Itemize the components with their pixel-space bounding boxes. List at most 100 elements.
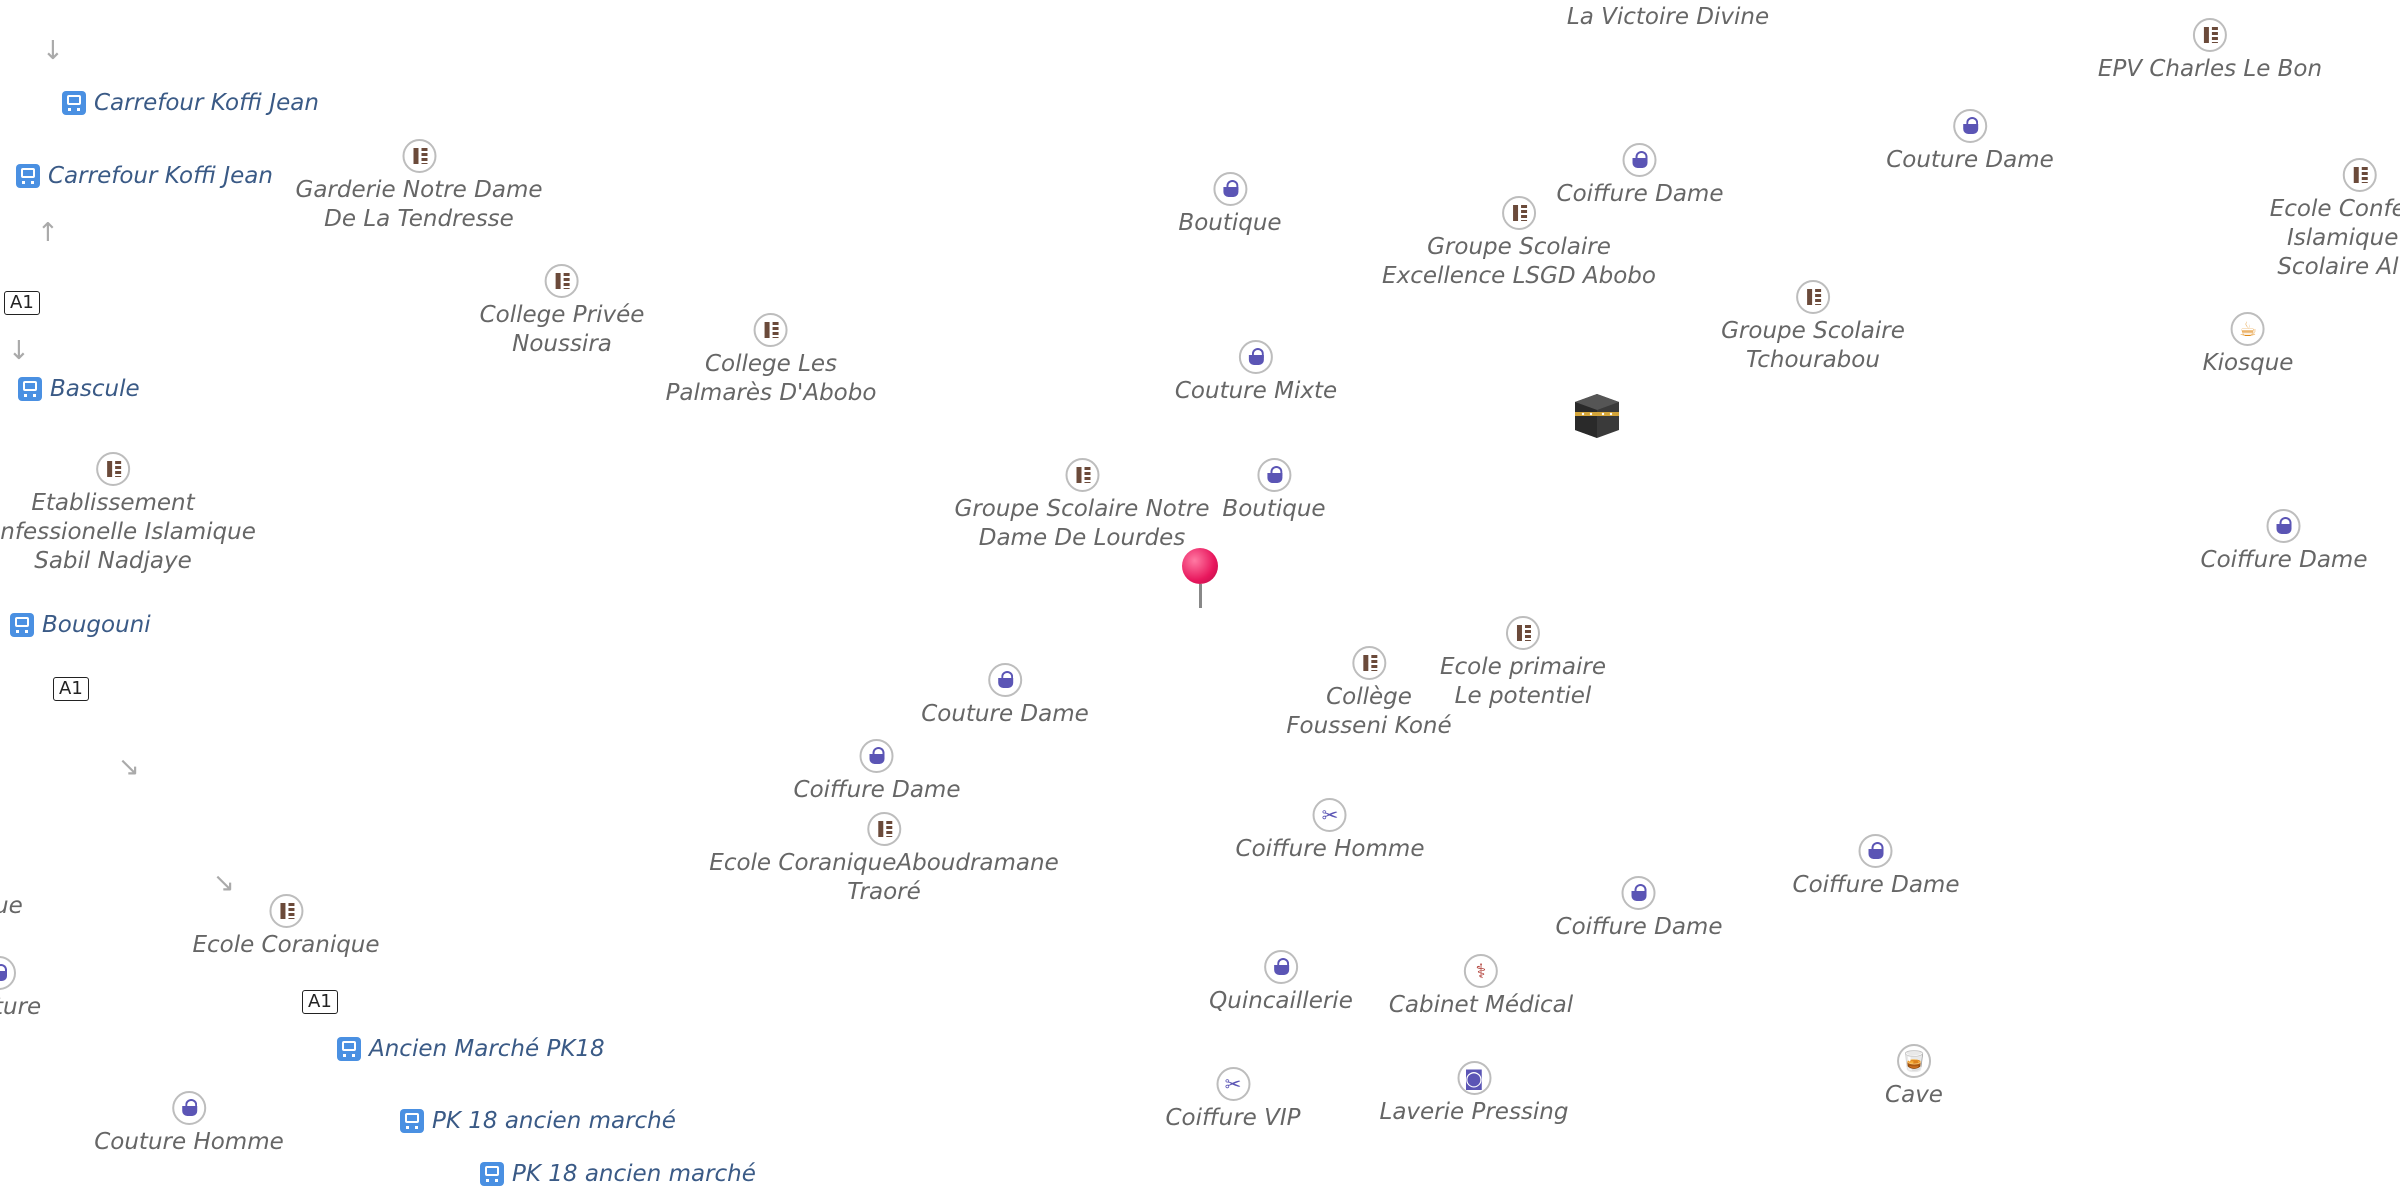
poi-label: Ecole Coranique <box>192 932 380 958</box>
poi-coiffure-dame-2[interactable]: Coiffure Dame <box>2200 509 2368 575</box>
poi-boutique[interactable]: Boutique <box>1178 172 1282 238</box>
bus-stop-label: PK 18 ancien marché <box>432 1108 676 1134</box>
road-shield: A1 <box>302 990 338 1014</box>
bus-stop-label: Carrefour Koffi Jean <box>48 163 273 189</box>
poi-label: Cave <box>1885 1082 1943 1108</box>
poi-label: Couture Dame <box>1886 147 2054 173</box>
poi-label: Groupe Scolaire Notre Dame De Lourdes <box>954 496 1210 551</box>
scissors-icon: ✂ <box>1312 798 1347 832</box>
poi-couture-homme[interactable]: Couture Homme <box>94 1091 284 1157</box>
bus-stop-label: Carrefour Koffi Jean <box>94 90 319 116</box>
poi-label: Boutique <box>1178 210 1282 236</box>
direction-arrow-icon: ↓ <box>8 336 30 366</box>
poi-label: Groupe Scolaire Tchourabou <box>1721 318 1905 373</box>
poi-label: Ecole primaire Le potentiel <box>1439 654 1607 709</box>
school-icon <box>95 452 130 486</box>
drink-icon: 🥃 <box>1896 1044 1931 1078</box>
poi-label: College Privée Noussira <box>479 302 645 357</box>
bus-stop[interactable]: Bougouni <box>10 612 151 638</box>
poi-quincaillerie[interactable]: Quincaillerie <box>1209 950 1353 1016</box>
poi-ecole-confessionnelle[interactable]: Ecole Confessio Islamique Gr Scolaire Al… <box>2270 158 2400 282</box>
poi-groupe-scolaire-notre-dame[interactable]: Groupe Scolaire Notre Dame De Lourdes <box>955 458 1210 553</box>
poi-label: La Victoire Divine <box>1566 4 1770 30</box>
poi-college-privee-noussira[interactable]: College Privée Noussira <box>479 264 645 359</box>
poi-label: Cabinet Médical <box>1388 992 1574 1018</box>
bus-icon <box>337 1037 361 1061</box>
scissors-icon: ✂ <box>1215 1067 1250 1101</box>
school-icon <box>268 894 303 928</box>
school-icon <box>1501 196 1536 230</box>
shop-icon <box>2266 509 2301 543</box>
poi-ecole-primaire-le-potentiel[interactable]: Ecole primaire Le potentiel <box>1440 616 1606 711</box>
stethoscope-icon: ⚕ <box>1463 954 1498 988</box>
poi-groupe-scolaire-tchourabou[interactable]: Groupe Scolaire Tchourabou <box>1721 280 1905 375</box>
location-pin-icon[interactable] <box>1182 548 1218 608</box>
poi-couture-mixte[interactable]: Couture Mixte <box>1175 340 1337 406</box>
school-icon <box>1352 646 1386 680</box>
poi-couture-dame[interactable]: Couture Dame <box>1886 109 2054 175</box>
poi-label: Coiffure Dame <box>1556 181 1724 207</box>
bus-icon <box>400 1109 424 1133</box>
poi-coiffure-dame-4[interactable]: Coiffure Dame <box>1792 834 1960 900</box>
poi-coiffure-vip[interactable]: ✂ Coiffure VIP <box>1165 1067 1301 1133</box>
cafe-icon: ☕ <box>2230 312 2265 346</box>
shop-icon <box>0 956 16 990</box>
bus-stop[interactable]: Bascule <box>18 376 140 402</box>
poi-partial-couture[interactable]: ture <box>0 956 41 1022</box>
shop-icon <box>1264 950 1298 984</box>
poi-college-fousseni-kone[interactable]: Collège Fousseni Koné <box>1286 646 1452 741</box>
poi-la-victoire-divine[interactable]: La Victoire Divine <box>1567 0 1769 32</box>
poi-partial-left[interactable]: ue <box>0 889 23 921</box>
poi-boutique-2[interactable]: Boutique <box>1222 458 1326 524</box>
poi-epv-charles-le-bon[interactable]: EPV Charles Le Bon <box>2098 18 2322 84</box>
school-icon <box>401 139 436 173</box>
poi-laverie-pressing[interactable]: ◙ Laverie Pressing <box>1380 1061 1569 1127</box>
shop-icon <box>859 739 894 773</box>
poi-coiffure-dame-5[interactable]: Coiffure Dame <box>1555 876 1723 942</box>
poi-label: Etablissement Confessionelle Islamique S… <box>0 490 256 574</box>
poi-label: Coiffure Homme <box>1235 836 1425 862</box>
poi-coiffure-dame[interactable]: Coiffure Dame <box>1556 143 1724 209</box>
poi-couture-dame-2[interactable]: Couture Dame <box>921 663 1089 729</box>
poi-groupe-scolaire-excellence[interactable]: Groupe Scolaire Excellence LSGD Abobo <box>1382 196 1656 291</box>
poi-label: Coiffure Dame <box>793 777 961 803</box>
poi-coiffure-homme[interactable]: ✂ Coiffure Homme <box>1235 798 1425 864</box>
poi-ecole-coranique-aboudramane[interactable]: Ecole CoraniqueAboudramane Traoré <box>709 812 1059 907</box>
poi-label: EPV Charles Le Bon <box>2097 56 2323 82</box>
bus-stop[interactable]: Ancien Marché PK18 <box>337 1036 605 1062</box>
laundry-icon: ◙ <box>1457 1061 1491 1095</box>
poi-label: Couture Dame <box>921 701 1089 727</box>
road-shield: A1 <box>4 291 40 315</box>
poi-college-les-palmares[interactable]: College Les Palmarès D'Abobo <box>666 313 876 408</box>
poi-label: Coiffure Dame <box>1792 872 1960 898</box>
bus-stop[interactable]: PK 18 ancien marché <box>480 1161 756 1187</box>
poi-cabinet-medical[interactable]: ⚕ Cabinet Médical <box>1389 954 1573 1020</box>
bus-stop-label: Bougouni <box>42 612 151 638</box>
mosque-icon[interactable] <box>1571 390 1623 442</box>
poi-label: Ecole CoraniqueAboudramane Traoré <box>709 850 1059 905</box>
poi-label: Couture Mixte <box>1174 378 1338 404</box>
shop-icon <box>1858 834 1893 868</box>
bus-stop[interactable]: Carrefour Koffi Jean <box>16 163 273 189</box>
bus-stop-label: Bascule <box>50 376 140 402</box>
poi-cave[interactable]: 🥃 Cave <box>1885 1044 1943 1110</box>
bus-stop[interactable]: PK 18 ancien marché <box>400 1108 676 1134</box>
bus-icon <box>10 613 34 637</box>
poi-etablissement-confessionelle[interactable]: Etablissement Confessionelle Islamique S… <box>0 452 256 576</box>
shop-icon <box>1239 340 1273 374</box>
poi-label: Coiffure Dame <box>2200 547 2368 573</box>
poi-garderie-notre-dame[interactable]: Garderie Notre Dame De La Tendresse <box>295 139 543 234</box>
pin-head <box>1182 548 1218 584</box>
bus-stop[interactable]: Carrefour Koffi Jean <box>62 90 319 116</box>
poi-label: ue <box>0 893 23 919</box>
poi-label: Garderie Notre Dame De La Tendresse <box>295 177 543 232</box>
poi-label: Laverie Pressing <box>1379 1099 1569 1125</box>
poi-coiffure-dame-3[interactable]: Coiffure Dame <box>793 739 961 805</box>
poi-label: Coiffure Dame <box>1555 914 1723 940</box>
poi-ecole-coranique[interactable]: Ecole Coranique <box>192 894 380 960</box>
direction-arrow-icon: ↘ <box>118 752 140 782</box>
poi-label: Groupe Scolaire Excellence LSGD Abobo <box>1382 234 1656 289</box>
shop-icon <box>172 1091 206 1125</box>
poi-kiosque[interactable]: ☕ Kiosque <box>2203 312 2293 378</box>
